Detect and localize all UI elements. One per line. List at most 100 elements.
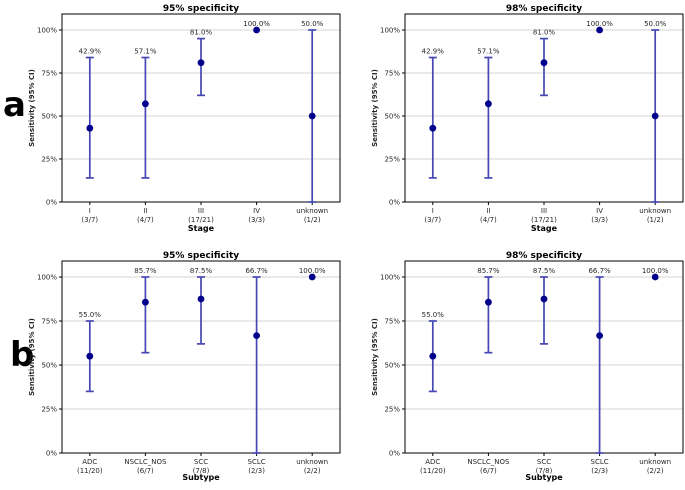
chart-stage-98-specificity: 98% specificity 0% 25% 50% 75% 100% Sensitivit… (343, 0, 685, 243)
x-axis-label: Stage (531, 224, 558, 233)
x-tick-count: (7/8) (193, 467, 210, 475)
x-tick-label: IV (253, 207, 260, 215)
y-tick-label: 100% (380, 274, 400, 282)
x-tick-count: (3/3) (248, 216, 265, 224)
value-label: 81.0% (533, 29, 556, 37)
y-tick-label: 0% (46, 199, 57, 207)
value-label: 42.9% (422, 48, 445, 56)
data-point (86, 352, 94, 360)
y-tick-label: 0% (389, 450, 400, 458)
x-tick-label: NSCLC_NOS (467, 458, 510, 466)
x-tick-count: (2/2) (304, 467, 321, 475)
value-label: 57.1% (134, 48, 157, 56)
data-point (429, 124, 437, 132)
x-tick-count: (3/7) (81, 216, 98, 224)
data-point (485, 298, 492, 306)
value-label: 85.7% (477, 267, 500, 275)
x-tick-count: (1/2) (304, 216, 321, 224)
x-tick-label: IV (596, 207, 603, 215)
x-tick-count: (4/7) (137, 216, 154, 224)
x-tick-label: I (432, 207, 434, 215)
value-label: 66.7% (245, 267, 268, 275)
x-tick-count: (3/7) (424, 216, 441, 224)
x-axis-label: Subtype (182, 473, 220, 482)
x-tick-label: ADC (425, 458, 440, 466)
data-point (142, 100, 149, 108)
x-axis-label: Stage (188, 224, 215, 233)
x-tick-label: SCLC (248, 458, 266, 466)
y-tick-label: 50% (384, 113, 400, 121)
value-label: 57.1% (477, 48, 500, 56)
x-tick-count: (7/8) (536, 467, 553, 475)
y-tick-label: 100% (37, 274, 57, 282)
value-label: 100.0% (243, 20, 270, 28)
value-label: 100.0% (642, 267, 669, 275)
data-point (253, 332, 260, 340)
data-point (596, 332, 603, 340)
value-label: 87.5% (533, 267, 556, 275)
data-point (485, 100, 492, 108)
y-tick-label: 25% (41, 156, 57, 164)
value-label: 50.0% (644, 20, 667, 28)
chart-svg: 98% specificity 0% 25% 50% 75% 100% Sensitivit… (371, 4, 684, 233)
x-tick-count: (1/2) (647, 216, 664, 224)
data-point (540, 59, 548, 67)
x-tick-label: unknown (639, 207, 671, 215)
data-point (308, 273, 316, 281)
chart-subtype-98-specificity: 98% specificity 0% 25% 50% 75% 100% Sensitivit… (343, 243, 685, 486)
chart-svg: 98% specificity 0% 25% 50% 75% 100% Sensitivit… (371, 251, 684, 482)
chart-title: 98% specificity (506, 251, 582, 261)
data-point (651, 112, 659, 120)
chart-subtype-95-specificity: 95% specificity 0% 25% 50% 75% 100% Sensitivit… (0, 243, 342, 486)
x-tick-label: NSCLC_NOS (124, 458, 167, 466)
y-tick-label: 25% (384, 406, 400, 414)
x-tick-count: (17/21) (531, 216, 557, 224)
y-tick-label: 75% (41, 318, 57, 326)
value-label: 66.7% (588, 267, 611, 275)
y-axis-label: Sensitivity (95% CI) (371, 318, 379, 396)
y-axis-label: Sensitivity (95% CI) (371, 69, 379, 147)
value-label: 81.0% (190, 29, 213, 37)
panel-label-a: a (3, 85, 26, 125)
x-tick-count: (11/20) (77, 467, 103, 475)
chart-svg: 95% specificity 0% 25% 50% 75% 100% Sensitivit… (28, 251, 341, 482)
y-tick-label: 0% (46, 450, 57, 458)
x-tick-label: III (541, 207, 547, 215)
y-tick-label: 75% (384, 318, 400, 326)
data-point (197, 59, 205, 67)
value-label: 55.0% (422, 311, 445, 319)
x-tick-label: II (486, 207, 490, 215)
x-tick-label: SCLC (591, 458, 609, 466)
data-point (197, 295, 205, 303)
value-label: 100.0% (586, 20, 613, 28)
y-tick-label: 25% (41, 406, 57, 414)
value-label: 85.7% (134, 267, 157, 275)
chart-title: 98% specificity (506, 4, 582, 14)
data-point (253, 26, 260, 34)
value-label: 55.0% (79, 311, 102, 319)
y-tick-label: 25% (384, 156, 400, 164)
x-tick-count: (6/7) (137, 467, 154, 475)
value-label: 42.9% (79, 48, 102, 56)
y-tick-label: 75% (384, 70, 400, 78)
y-axis-label: Sensitivity (95% CI) (28, 69, 36, 147)
data-point (651, 273, 659, 281)
value-label: 50.0% (301, 20, 324, 28)
x-tick-label: SCC (537, 458, 551, 466)
data-point (540, 295, 548, 303)
x-tick-label: SCC (194, 458, 208, 466)
panel-label-b: b (10, 335, 35, 375)
y-tick-label: 0% (389, 199, 400, 207)
y-tick-label: 100% (37, 27, 57, 35)
data-point (596, 26, 603, 34)
y-tick-label: 75% (41, 70, 57, 78)
chart-stage-95-specificity: 95% specificity 0% 25% 50% 75% 100% Sensitivit… (0, 0, 342, 243)
x-tick-label: II (143, 207, 147, 215)
chart-svg: 95% specificity 0% 25% 50% 75% 100% Sensitivit… (28, 4, 341, 233)
chart-title: 95% specificity (163, 4, 239, 14)
y-tick-label: 50% (41, 362, 57, 370)
value-label: 87.5% (190, 267, 213, 275)
y-tick-label: 100% (380, 27, 400, 35)
x-tick-label: unknown (296, 458, 328, 466)
